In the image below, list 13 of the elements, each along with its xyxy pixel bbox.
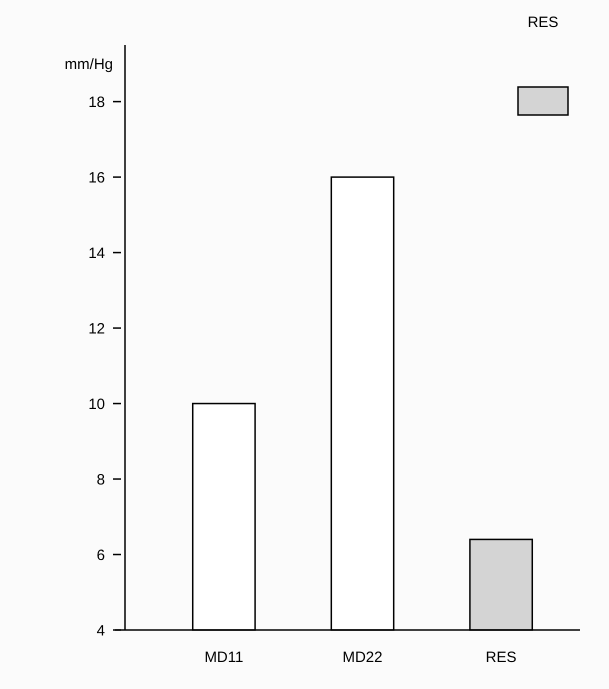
y-tick-label: 14 bbox=[88, 244, 105, 262]
text: RES bbox=[528, 14, 558, 31]
x-tick-label: RES bbox=[486, 649, 517, 666]
y-tick-label: 10 bbox=[88, 396, 105, 413]
y-tick-label: 4 bbox=[96, 622, 105, 640]
y-tick-label: 16 bbox=[88, 169, 105, 186]
y-tick-label: 6 bbox=[96, 546, 105, 564]
x-tick-label: MD22 bbox=[342, 649, 383, 666]
y-tick-label: 18 bbox=[88, 94, 105, 111]
x-tick-label: MD11 bbox=[204, 649, 244, 666]
y-axis-title: mm/Hg bbox=[64, 56, 113, 73]
y-tick-label: 8 bbox=[96, 471, 105, 488]
y-tick-label: 12 bbox=[88, 320, 105, 338]
